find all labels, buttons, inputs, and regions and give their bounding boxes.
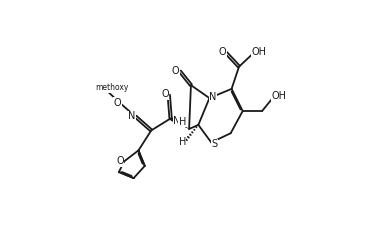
Text: N: N	[209, 92, 217, 102]
Text: OH: OH	[251, 47, 266, 57]
Polygon shape	[170, 117, 189, 129]
Text: H: H	[178, 138, 186, 147]
Text: O: O	[161, 89, 169, 99]
Text: O: O	[218, 47, 226, 57]
Polygon shape	[171, 118, 189, 129]
Text: N: N	[128, 111, 135, 121]
Text: H: H	[178, 117, 186, 127]
Text: S: S	[211, 139, 217, 149]
Text: methoxy: methoxy	[95, 84, 128, 92]
Text: OH: OH	[272, 91, 287, 101]
Text: O: O	[172, 66, 179, 76]
Text: O: O	[116, 156, 124, 166]
Text: O: O	[114, 98, 121, 108]
Text: N: N	[174, 116, 181, 126]
